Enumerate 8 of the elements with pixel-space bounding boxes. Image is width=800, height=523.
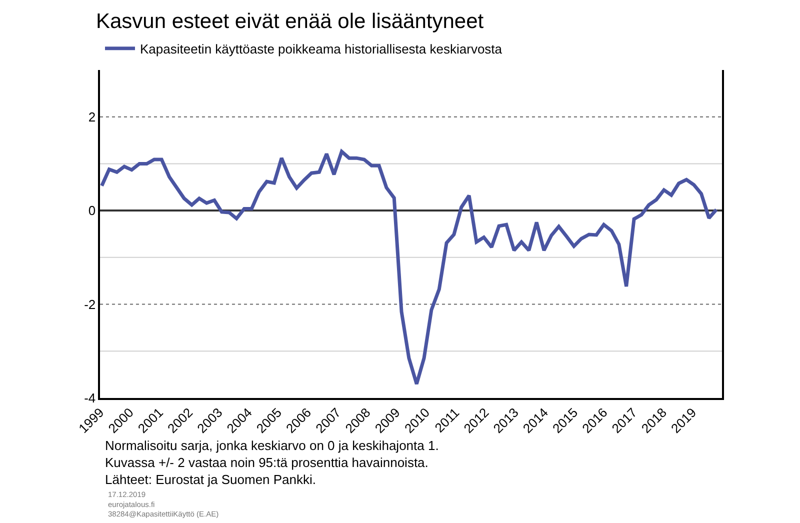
line-series	[100, 150, 718, 386]
y-tick-label: 2	[88, 109, 96, 124]
chart-title: Kasvun esteet eivät enää ole lisääntyneet	[96, 10, 484, 33]
y-tick-label: 0	[88, 203, 96, 218]
y-tick-label: -4	[84, 390, 96, 406]
legend-label: Kapasiteetin käyttöaste poikkeama historiallisesta keskiarvosta	[140, 41, 503, 56]
y-tick-label: -2	[84, 296, 96, 312]
text: Normalisoitu sarja, jonka keskiarvo on 0 ja keskihajonta 1. Kuvassa +/- 2 vastaa noin 95:tä prosenttia havainnoista. Lähteet: Eurostat ja Suomen Pankki.	[105, 438, 439, 487]
